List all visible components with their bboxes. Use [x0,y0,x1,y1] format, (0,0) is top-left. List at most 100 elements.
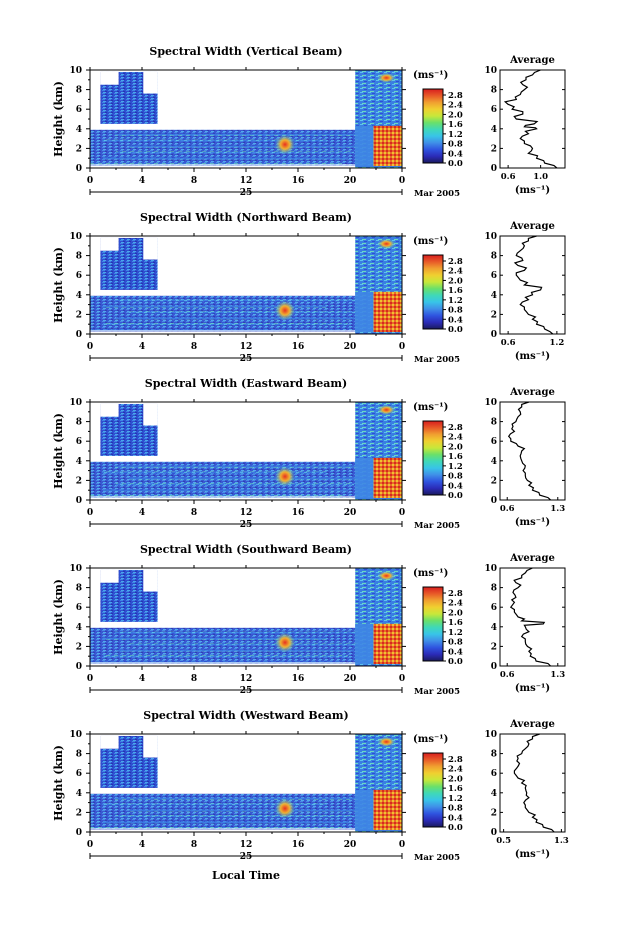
colorbar-unit: (ms⁻¹) [413,568,448,579]
y-tick-label: 8 [76,252,82,262]
average-title: Average [509,55,555,66]
panel-2: Spectral Width (Northward Beam) 0 2 4 6 8 10 He… [52,211,566,365]
avg-x-tick-label: 0.5 [496,836,511,846]
heatmap-cloud-notch [143,569,158,592]
heatmap-evening-mid [355,291,374,333]
y-tick-label: 8 [76,750,82,760]
colorbar-tick-label: 0.0 [448,823,463,833]
colorbar-tick-label: 1.2 [448,296,463,306]
y-axis-label: Height (km) [52,745,65,821]
heatmap-evening-mid [355,457,374,499]
x-tick-label: 8 [191,508,197,518]
heatmap-cloud-notch [143,735,158,758]
heatmap-row [116,815,354,818]
heatmap-row [102,305,326,308]
colorbar-tick-label: 0.0 [448,159,463,169]
avg-x-tick-label: 0.6 [500,670,515,680]
panel-3: Spectral Width (Eastward Beam) 0 2 4 6 8 10 Hei… [52,377,566,531]
y-tick-label: 6 [76,769,82,779]
x-tick-label: 0 [87,342,93,352]
heatmap-gap [90,828,372,832]
avg-y-tick-label: 4 [491,623,497,633]
colorbar-tick-label: 1.2 [448,794,463,804]
heatmap-row [115,465,362,468]
average-profile-line [503,69,558,169]
x-tick-label: 0 [87,674,93,684]
heatmap-row [103,489,348,492]
heatmap-cloud-notch [100,403,119,417]
colorbar-tick-label: 0.0 [448,325,463,335]
colorbar-tick-label: 0.0 [448,491,463,501]
y-tick-label: 2 [76,476,82,486]
heatmap-row [115,299,362,302]
colorbar-tick-label: 2.0 [448,276,463,286]
avg-x-tick-label: 1.3 [554,836,569,846]
avg-y-tick-label: 4 [491,125,497,135]
heatmap-row [129,477,360,480]
avg-y-tick-label: 8 [491,750,497,760]
heatmap-evening-hot [373,291,402,333]
x-tick-label: 20 [344,508,357,518]
y-tick-label: 0 [76,828,82,838]
y-tick-label: 10 [69,398,82,408]
chart-title: Spectral Width (Southward Beam) [140,543,352,556]
y-tick-label: 0 [76,330,82,340]
avg-y-tick-label: 6 [491,271,497,281]
y-tick-label: 2 [76,144,82,154]
panel-4: Spectral Width (Southward Beam) 0 2 4 6 8 10 He… [52,543,566,697]
avg-y-tick-label: 2 [491,808,497,818]
x-tick-label: 12 [240,176,253,186]
y-tick-label: 6 [76,437,82,447]
heatmap-row [115,797,362,800]
heatmap-row [102,139,326,142]
heatmap-row [116,649,354,652]
avg-y-tick-label: 10 [484,398,497,408]
heatmap-lower-band [90,295,372,332]
y-tick-label: 10 [69,564,82,574]
heatmap-lower-band [90,461,372,498]
avg-x-tick-label: 1.3 [550,504,565,514]
x-tick-label: 0 [399,840,405,850]
x-tick-label: 4 [139,508,145,518]
y-axis-label: Height (km) [52,413,65,489]
average-unit: (ms⁻¹) [515,351,550,362]
colorbar-tick-label: 2.4 [448,599,463,609]
colorbar-tick-label: 1.2 [448,130,463,140]
heatmap-row [116,317,354,320]
heatmap-row [103,323,348,326]
heatmap-upper-hotspot [377,72,396,83]
x-tick-label: 4 [139,840,145,850]
x-tick-label: 12 [240,840,253,850]
avg-y-tick-label: 10 [484,66,497,76]
average-title: Average [509,387,555,398]
colorbar-tick-label: 2.4 [448,765,463,775]
colorbar-tick-label: 2.0 [448,110,463,120]
chart-title: Spectral Width (Vertical Beam) [149,45,342,58]
day-label: 25 [240,686,253,696]
x-tick-label: 0 [399,674,405,684]
heatmap-row [102,803,326,806]
heatmap-row [115,631,362,634]
avg-y-tick-label: 4 [491,789,497,799]
heatmap-row [129,809,360,812]
colorbar-unit: (ms⁻¹) [413,70,448,81]
avg-y-tick-label: 10 [484,232,497,242]
colorbar-tick-label: 0.8 [448,140,463,150]
x-tick-label: 20 [344,840,357,850]
y-tick-label: 10 [69,730,82,740]
heatmap-evening-hot [373,125,402,167]
heatmap-row [103,655,348,658]
colorbar-tick-label: 2.8 [448,755,463,765]
colorbar-tick-label: 1.2 [448,462,463,472]
heatmap-evening-mid [355,623,374,665]
average-profile-line [509,567,552,667]
avg-y-tick-label: 8 [491,418,497,428]
colorbar-tick-label: 0.8 [448,306,463,316]
y-tick-label: 4 [76,457,82,467]
avg-y-tick-label: 6 [491,603,497,613]
avg-x-tick-label: 1.3 [550,670,565,680]
average-unit: (ms⁻¹) [515,517,550,528]
colorbar [422,254,444,330]
y-tick-label: 0 [76,496,82,506]
